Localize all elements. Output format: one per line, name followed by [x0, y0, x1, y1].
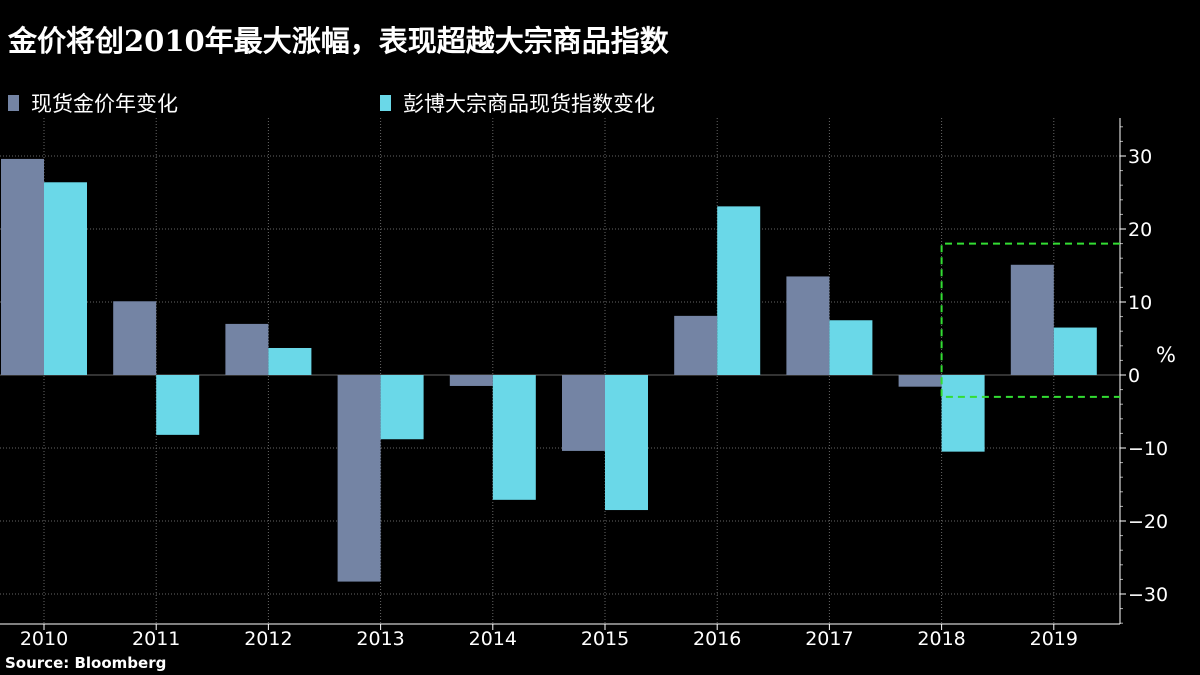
bar-gold-2012 [225, 323, 269, 375]
bar-commodity-2018 [941, 375, 985, 452]
legend-label-commodity: 彭博大宗商品现货指数变化 [403, 92, 655, 116]
bar-gold-2013 [337, 375, 381, 582]
bar-gold-2014 [449, 375, 493, 386]
legend-item-commodity: 彭博大宗商品现货指数变化 [380, 88, 655, 118]
legend-label-gold: 现货金价年变化 [31, 92, 178, 116]
bar-gold-2016 [674, 315, 718, 375]
x-tick-label: 2017 [805, 628, 853, 650]
bar-commodity-2011 [156, 375, 200, 435]
bar-gold-2018 [898, 375, 942, 387]
x-tick-label: 2016 [693, 628, 741, 650]
y-tick-label: −20 [1128, 511, 1168, 533]
bar-commodity-2015 [605, 375, 648, 511]
x-tick-label: 2012 [244, 628, 292, 650]
x-tick-label: 2011 [132, 628, 180, 650]
y-tick-label: −30 [1128, 584, 1168, 606]
legend-item-gold: 现货金价年变化 [8, 88, 178, 118]
highlight-box [940, 242, 1120, 398]
bar-commodity-2019 [1053, 327, 1097, 375]
y-tick-label: 20 [1128, 219, 1152, 241]
legend-swatch-gold [8, 95, 19, 111]
chart-title: 金价将创2010年最大涨幅，表现超越大宗商品指数 [8, 24, 669, 58]
bar-commodity-2017 [829, 320, 873, 375]
y-axis-unit: % [1156, 343, 1176, 367]
y-tick-label: 10 [1128, 292, 1152, 314]
legend-swatch-commodity [380, 95, 391, 111]
x-tick-label: 2018 [917, 628, 965, 650]
y-tick-label: −10 [1128, 438, 1168, 460]
x-tick-label: 2019 [1030, 628, 1078, 650]
y-tick-label: 0 [1128, 365, 1140, 387]
x-tick-label: 2013 [356, 628, 404, 650]
bar-gold-2019 [1010, 264, 1054, 375]
bar-gold-2015 [562, 375, 605, 451]
bar-gold-2011 [113, 301, 157, 375]
bar-commodity-2014 [492, 375, 536, 500]
bar-gold-2010 [1, 158, 44, 375]
bar-gold-2017 [786, 276, 830, 375]
y-tick-label: 30 [1128, 146, 1152, 168]
bar-commodity-2013 [380, 375, 424, 440]
bar-commodity-2012 [268, 347, 312, 375]
x-tick-label: 2014 [469, 628, 517, 650]
x-tick-label: 2010 [20, 628, 68, 650]
x-tick-label: 2015 [581, 628, 629, 650]
bar-commodity-2010 [44, 182, 87, 375]
source-note: Source: Bloomberg [5, 654, 167, 672]
bar-commodity-2016 [717, 206, 761, 375]
